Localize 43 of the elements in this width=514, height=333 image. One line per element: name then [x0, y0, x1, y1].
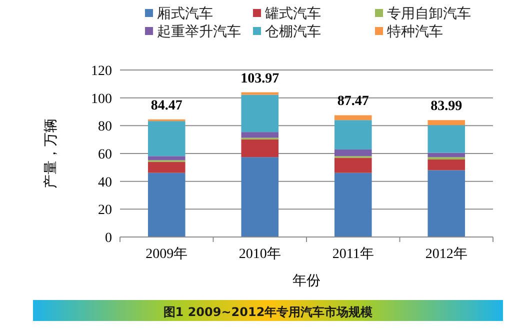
y-tick-label: 60 — [98, 148, 112, 162]
legend-label: 仓棚汽车 — [265, 24, 321, 40]
x-tick-label: 2011年 — [332, 246, 374, 262]
total-label: 103.97 — [240, 71, 280, 86]
total-label: 84.47 — [150, 98, 182, 114]
bar — [428, 159, 466, 170]
legend-label: 罐式汽车 — [265, 6, 321, 22]
bar — [428, 120, 466, 126]
y-tick-label: 80 — [98, 120, 112, 135]
y-tick-label: 20 — [98, 203, 112, 218]
bar — [334, 115, 372, 120]
y-tick-label: 40 — [98, 175, 112, 190]
bar — [241, 157, 279, 237]
caption: 图1 2009~2012年专用汽车市场规模 — [163, 305, 373, 319]
bar — [334, 149, 372, 156]
bar — [148, 162, 186, 173]
legend-label: 特种汽车 — [387, 24, 443, 40]
legend-label: 专用自卸汽车 — [387, 6, 471, 22]
total-label: 87.47 — [337, 94, 369, 110]
x-axis-title: 年份 — [292, 273, 320, 289]
y-tick-label: 100 — [91, 92, 112, 107]
total-label: 83.99 — [430, 99, 462, 114]
x-tick-label: 2010年 — [238, 246, 281, 262]
bar — [148, 172, 186, 237]
legend-label: 厢式汽车 — [157, 6, 213, 22]
bar — [241, 94, 279, 132]
legend-label: 起重举升汽车 — [157, 24, 241, 40]
y-tick-label: 120 — [91, 64, 112, 79]
bar — [148, 121, 186, 156]
bar — [334, 120, 372, 150]
y-tick-label: 0 — [105, 231, 112, 246]
bar — [241, 132, 279, 138]
bar — [428, 170, 466, 237]
bar — [148, 156, 186, 160]
x-tick-label: 2009年 — [146, 246, 188, 262]
bar — [334, 172, 372, 237]
bar — [334, 158, 372, 173]
bar — [428, 152, 466, 158]
bar — [428, 125, 466, 153]
y-axis-title: 产量，万辆 — [43, 118, 59, 188]
bar — [241, 92, 279, 95]
bar — [241, 139, 279, 158]
x-tick-label: 2012年 — [425, 246, 468, 262]
